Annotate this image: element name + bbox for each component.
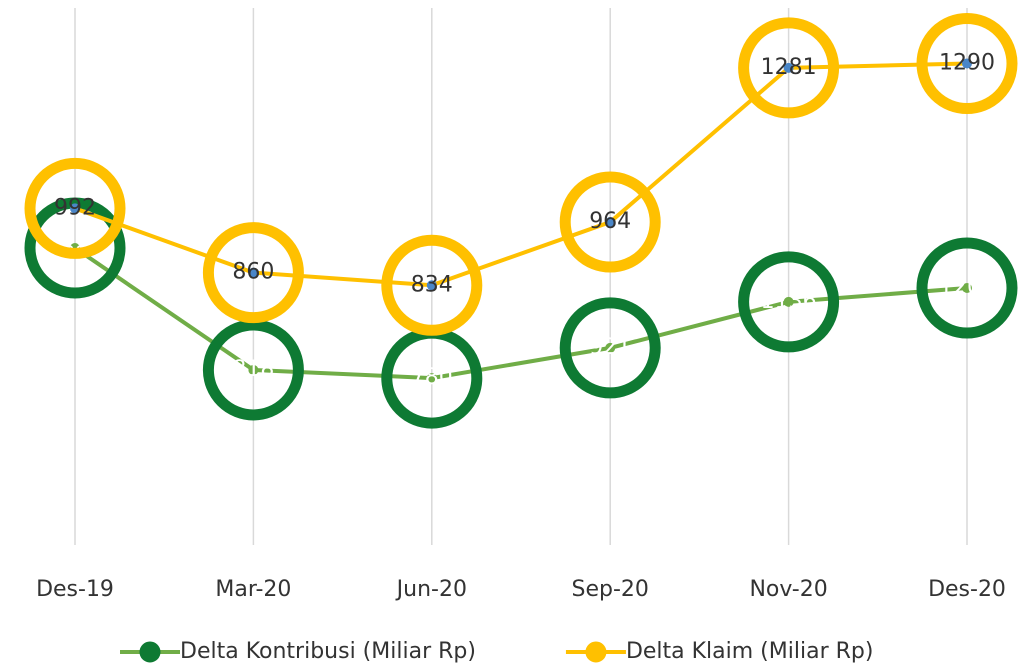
legend-marker [585,641,607,663]
marker-dot [605,342,616,353]
marker-dot [426,280,437,291]
marker-dot [783,62,794,73]
marker-ring [559,171,661,273]
x-tick-label: Mar-20 [215,577,291,602]
marker-dot [426,373,437,384]
legend-label: Delta Kontribusi (Miliar Rp) [180,639,476,664]
data-label: 818 [232,357,274,382]
legend-label: Delta Klaim (Miliar Rp) [626,639,874,664]
marker-ring [381,234,483,336]
data-label: 860 [232,260,274,285]
x-tick-label: Des-20 [928,577,1006,602]
marker-ring [24,157,126,259]
data-label: 780 [411,365,453,390]
marker-dot [248,267,259,278]
series-line [73,246,968,381]
legend-marker [139,641,161,663]
data-label: 1290 [939,51,995,76]
marker-ring [738,17,840,119]
data-label: 1201 [939,275,995,300]
x-tick-label: Des-19 [36,577,114,602]
marker-ring [202,319,304,421]
marker-dot [783,296,794,307]
marker-ring [738,251,840,353]
data-label: 992 [54,195,96,220]
marker-dot [605,217,616,228]
marker-ring [916,237,1018,339]
marker-dot [962,282,972,293]
marker-ring [202,222,304,324]
marker-ring [24,197,126,299]
marker-ring [916,13,1018,114]
data-label: 834 [411,272,453,297]
x-tick-label: Nov-20 [749,577,827,602]
marker-ring [559,297,661,399]
data-label: 964 [589,209,631,234]
marker-dot [70,203,80,214]
x-tick-label: Sep-20 [571,577,648,602]
series-line [74,61,968,288]
data-label: 1281 [761,55,817,80]
data-label: 921 [589,335,631,360]
data-label: 1136 [761,289,817,314]
marker-dot [962,58,972,69]
marker-dot [248,364,259,375]
x-tick-label: Jun-20 [395,577,467,602]
